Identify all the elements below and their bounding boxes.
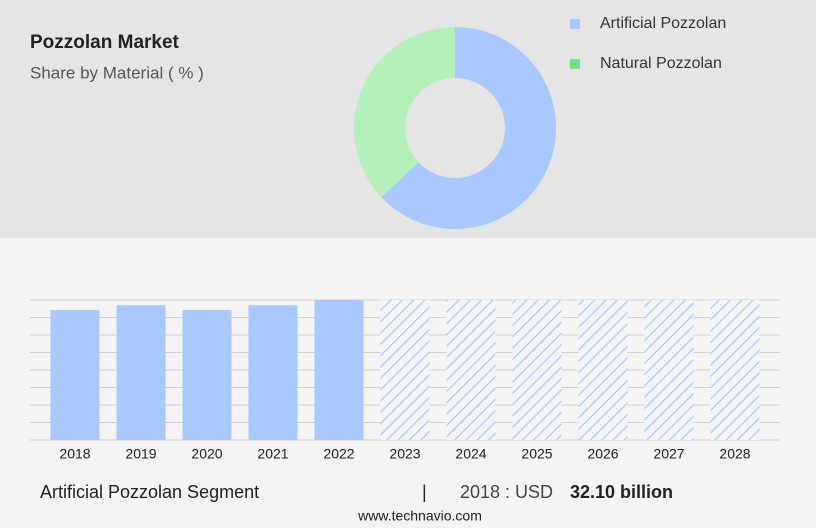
x-tick-label: 2028	[719, 446, 750, 462]
bar	[314, 300, 364, 440]
forecast-bar	[710, 300, 760, 440]
forecast-bar	[446, 300, 496, 440]
x-tick-label: 2025	[521, 446, 552, 462]
donut-slice	[354, 27, 455, 198]
legend-label: Artificial Pozzolan	[600, 15, 726, 32]
bar	[182, 310, 232, 440]
forecast-bar	[578, 300, 628, 440]
segment-label: Artificial Pozzolan Segment	[40, 482, 259, 502]
forecast-bar	[644, 300, 694, 440]
x-tick-label: 2027	[653, 446, 684, 462]
x-tick-label: 2021	[257, 446, 288, 462]
bar	[116, 305, 166, 440]
chart-subtitle: Share by Material ( % )	[30, 63, 204, 82]
x-tick-label: 2023	[389, 446, 420, 462]
forecast-bar	[512, 300, 562, 440]
x-tick-label: 2024	[455, 446, 486, 462]
bar	[248, 305, 298, 440]
x-tick-label: 2018	[59, 446, 90, 462]
donut-slice	[381, 27, 556, 229]
forecast-bar	[380, 300, 430, 440]
year-label: 2018 : USD	[460, 482, 553, 502]
chart-title: Pozzolan Market	[30, 32, 180, 53]
x-tick-label: 2022	[323, 446, 354, 462]
source: www.technavio.com	[357, 508, 482, 524]
x-tick-label: 2020	[191, 446, 222, 462]
legend-swatch	[570, 59, 580, 69]
bar	[50, 310, 100, 440]
x-tick-label: 2019	[125, 446, 156, 462]
legend-label: Natural Pozzolan	[600, 55, 722, 72]
legend-swatch	[570, 19, 580, 29]
separator: |	[422, 482, 427, 502]
x-tick-label: 2026	[587, 446, 618, 462]
highlight-value: 32.10 billion	[570, 482, 673, 502]
